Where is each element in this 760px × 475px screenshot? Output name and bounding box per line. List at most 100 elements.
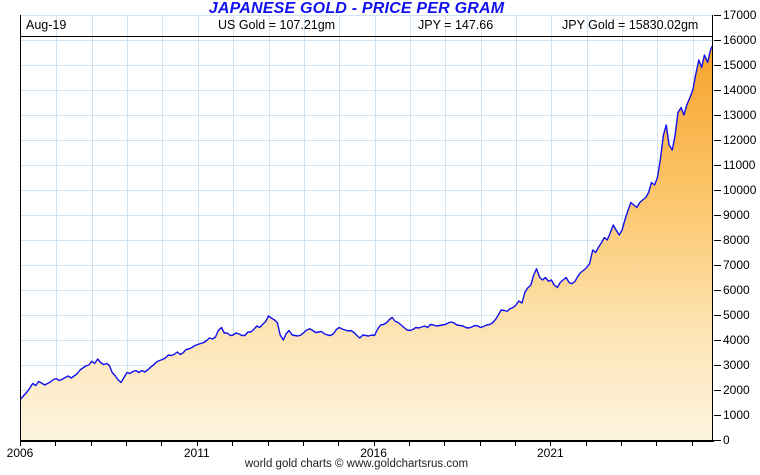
vgridline (162, 15, 164, 440)
vgridline (303, 15, 305, 440)
hgridline (21, 40, 712, 41)
y-axis-tick (714, 140, 721, 142)
y-axis-tick (714, 165, 721, 167)
y-axis-label: 10000 (723, 183, 757, 197)
y-axis-label: 4000 (723, 333, 750, 347)
x-axis-tick (585, 440, 587, 446)
y-axis-tick (714, 290, 721, 292)
hgridline (21, 15, 712, 16)
x-axis-tick (232, 440, 234, 446)
hgridline (21, 290, 712, 291)
y-axis-tick (714, 365, 721, 367)
hgridline (21, 315, 712, 316)
hgridline (21, 240, 712, 241)
x-axis-label: 2021 (536, 446, 564, 460)
x-axis-tick (444, 440, 446, 446)
footer-credit: world gold charts © www.goldchartsrus.co… (244, 458, 469, 470)
hgridline (21, 165, 712, 166)
plot-area (20, 15, 713, 440)
hgridline (21, 140, 712, 141)
y-axis-label: 15000 (723, 58, 757, 72)
header-local-gold-value: JPY Gold = 15830.02gm (562, 18, 699, 32)
y-axis-tick (714, 115, 721, 117)
x-axis-tick (55, 440, 57, 446)
vgridline (268, 15, 270, 440)
y-axis-label: 0 (723, 433, 730, 447)
price-line (21, 45, 712, 400)
chart-title: JAPANESE GOLD - PRICE PER GRAM (208, 0, 505, 17)
vgridline (409, 15, 411, 440)
plot-inner (21, 15, 712, 440)
x-axis-tick (621, 440, 623, 446)
y-axis-tick (714, 415, 721, 417)
x-axis-tick (196, 440, 198, 446)
y-axis-tick (714, 65, 721, 67)
x-axis-tick (479, 440, 481, 446)
x-axis-tick (550, 440, 552, 446)
y-axis-tick (714, 190, 721, 192)
price-area-fill (21, 46, 712, 440)
vgridline (127, 15, 129, 440)
vgridline (516, 15, 517, 440)
y-axis-label: 5000 (723, 308, 750, 322)
x-axis-tick (302, 440, 304, 446)
y-axis-tick (714, 265, 721, 267)
hgridline (21, 215, 712, 216)
x-axis-label: 2006 (6, 446, 34, 460)
y-axis-tick (714, 340, 721, 342)
x-axis-tick (515, 440, 516, 446)
y-axis-label: 13000 (723, 108, 757, 122)
y-axis-tick (714, 315, 721, 317)
vgridline (91, 15, 93, 440)
x-axis-label: 2016 (360, 446, 387, 460)
y-axis-tick (714, 240, 721, 242)
y-axis-label: 6000 (723, 283, 750, 297)
y-axis-label: 16000 (723, 33, 757, 47)
y-axis-tick (714, 390, 721, 392)
x-axis-tick (338, 440, 340, 446)
hgridline (21, 90, 712, 91)
x-axis-tick (691, 440, 693, 446)
y-axis-label: 9000 (723, 208, 750, 222)
x-axis-tick (408, 440, 410, 446)
x-axis-tick (373, 440, 375, 446)
header-fx-rate-value: JPY = 147.66 (418, 18, 494, 32)
vgridline (445, 15, 447, 440)
header-date-label: Aug-19 (26, 18, 67, 32)
x-axis-tick (20, 440, 21, 446)
vgridline (56, 15, 58, 440)
vgridline (233, 15, 235, 440)
y-axis-label: 7000 (723, 258, 750, 272)
vgridline (586, 15, 588, 440)
x-axis-tick (126, 440, 128, 446)
vgridline (551, 15, 553, 440)
y-axis-label: 17000 (723, 8, 757, 22)
header-us-gold-value: US Gold = 107.21gm (218, 18, 336, 32)
vgridline (480, 15, 482, 440)
y-axis-tick (714, 90, 721, 92)
y-axis-label: 12000 (723, 133, 757, 147)
y-axis-label: 1000 (723, 408, 750, 422)
y-axis-tick (714, 40, 721, 42)
x-axis-tick (90, 440, 92, 446)
y-axis-label: 11000 (723, 158, 756, 172)
y-axis-label: 3000 (723, 358, 750, 372)
y-axis-label: 8000 (723, 233, 750, 247)
header-info-band: Aug-19 US Gold = 107.21gm JPY = 147.66 J… (20, 16, 713, 37)
y-axis-tick (714, 440, 721, 442)
y-axis-tick (714, 15, 721, 17)
x-axis-tick (267, 440, 269, 446)
vgridline (339, 15, 341, 440)
x-axis-line (20, 440, 714, 442)
hgridline (21, 65, 712, 66)
hgridline (21, 190, 712, 191)
vgridline (197, 15, 199, 440)
x-axis-tick (161, 440, 163, 446)
hgridline (21, 115, 712, 116)
y-axis-label: 14000 (723, 83, 757, 97)
hgridline (21, 265, 712, 266)
y-axis-tick (714, 215, 721, 217)
price-series-svg (21, 45, 712, 440)
y-axis-label: 2000 (723, 383, 750, 397)
